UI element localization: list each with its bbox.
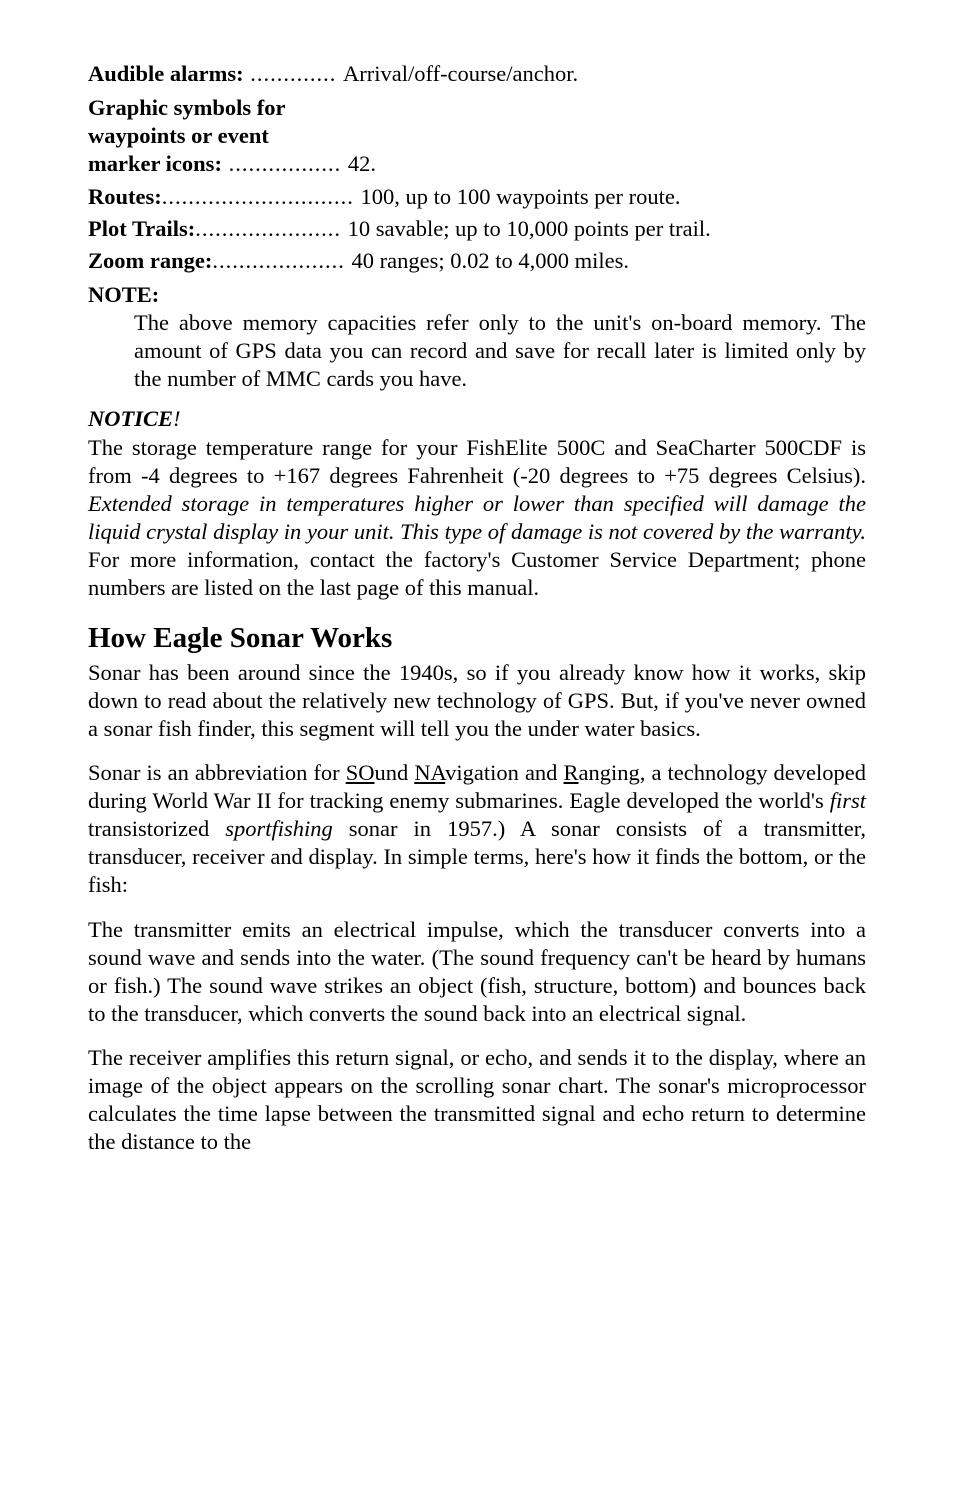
p2-r: R: [564, 760, 579, 785]
p2-mid2: vigation and: [445, 760, 563, 785]
spec-label: Zoom range:: [88, 247, 212, 275]
paragraph-1: Sonar has been around since the 1940s, s…: [88, 659, 866, 743]
notice-body: The storage temperature range for your F…: [88, 434, 866, 603]
notice-heading: NOTICE!: [88, 405, 866, 433]
leader-dots: ....................: [212, 247, 351, 275]
notice-excl: !: [173, 406, 181, 431]
leader-dots: .................: [222, 150, 348, 178]
p2-so: SO: [346, 760, 375, 785]
note-body: The above memory capacities refer only t…: [134, 309, 866, 393]
spec-routes: Routes: ............................. 10…: [88, 183, 866, 211]
spec-value: 100, up to 100 waypoints per route.: [361, 183, 681, 211]
leader-dots: .............................: [162, 183, 361, 211]
paragraph-3: The transmitter emits an electrical impu…: [88, 916, 866, 1029]
spec-label: marker icons:: [88, 150, 222, 178]
spec-audible-alarms: Audible alarms: ............. Arrival/of…: [88, 60, 866, 88]
p2-first: first: [830, 788, 866, 813]
spec-label: Audible alarms:: [88, 60, 244, 88]
paragraph-4: The receiver amplifies this return signa…: [88, 1044, 866, 1157]
p2-sport: sportfishing: [225, 816, 333, 841]
section-heading: How Eagle Sonar Works: [88, 620, 866, 656]
notice-body-em: Extended storage in temperatures higher …: [88, 491, 866, 544]
leader-dots: ......................: [195, 215, 347, 243]
spec-graphic-symbols-label1: Graphic symbols for: [88, 94, 866, 122]
spec-graphic-symbols: marker icons: ................. 42.: [88, 150, 866, 178]
note-heading: NOTE:: [88, 281, 866, 309]
paragraph-2: Sonar is an abbreviation for SOund NAvig…: [88, 759, 866, 900]
spec-value: Arrival/off-course/anchor.: [343, 60, 578, 88]
p2-mid4: transistorized: [88, 816, 225, 841]
p2-mid1: und: [375, 760, 415, 785]
spec-value: 42.: [348, 150, 376, 178]
spec-label: Routes:: [88, 183, 162, 211]
leader-dots: .............: [244, 60, 343, 88]
p2-na: NA: [414, 760, 445, 785]
spec-value: 10 savable; up to 10,000 points per trai…: [348, 215, 711, 243]
notice-body-post: For more information, contact the factor…: [88, 547, 866, 600]
notice-body-pre: The storage temperature range for your F…: [88, 435, 866, 488]
spec-zoom-range: Zoom range: .................... 40 rang…: [88, 247, 866, 275]
spec-plot-trails: Plot Trails: ...................... 10 s…: [88, 215, 866, 243]
p2-pre: Sonar is an abbreviation for: [88, 760, 346, 785]
spec-value: 40 ranges; 0.02 to 4,000 miles.: [351, 247, 628, 275]
notice-heading-text: NOTICE: [88, 406, 173, 431]
spec-label: Plot Trails:: [88, 215, 195, 243]
spec-graphic-symbols-label2: waypoints or event: [88, 122, 866, 150]
